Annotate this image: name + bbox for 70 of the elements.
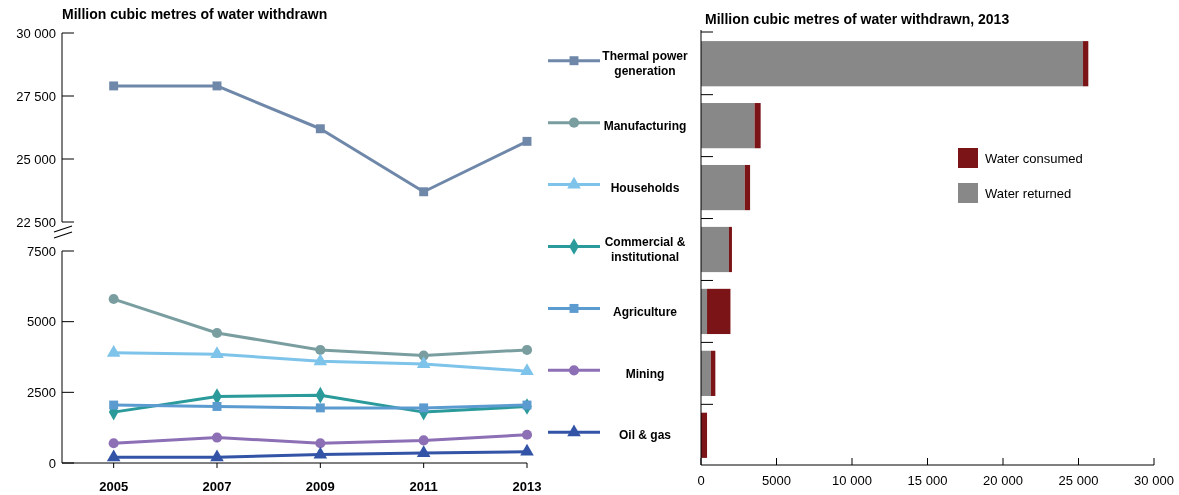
y-tick-label: Mining — [625, 366, 665, 381]
point — [521, 429, 533, 440]
y-tick-label: 27 500 — [16, 88, 56, 104]
point — [416, 356, 431, 368]
point — [313, 446, 328, 459]
x-tick-label: 5000 — [762, 473, 791, 488]
point — [109, 81, 119, 91]
point — [313, 353, 328, 366]
x-tick-label: 2005 — [99, 479, 129, 494]
y-tick-label: Manufacturing — [603, 118, 687, 133]
y-tick-label: Oil & gas — [618, 428, 672, 443]
point — [315, 403, 325, 413]
point — [106, 449, 121, 462]
point — [109, 400, 119, 410]
chart-title: Million cubic metres of water withdrawn, 2013 — [705, 11, 1010, 27]
x-tick-label: 30 000 — [1134, 473, 1174, 488]
y-tick-label: 25 000 — [16, 151, 56, 167]
point — [212, 81, 222, 91]
point — [315, 438, 326, 449]
point — [522, 400, 532, 410]
point — [520, 363, 534, 376]
x-tick-label: 10 000 — [832, 473, 872, 488]
y-tick-label: Households — [610, 180, 680, 195]
point — [419, 187, 429, 197]
x-tick-label: 2013 — [512, 479, 542, 494]
y-tick-label: Thermal power generation — [602, 49, 688, 79]
y-tick-label: 5000 — [27, 314, 56, 330]
chart-title: Million cubic metres of water withdrawn — [62, 6, 328, 22]
legend-label: Water returned — [985, 185, 1072, 201]
y-tick-label: 0 — [48, 455, 56, 471]
y-tick-label: 30 000 — [16, 25, 56, 41]
x-tick-label: 15 000 — [907, 473, 948, 488]
x-tick-label: 2009 — [305, 479, 335, 494]
x-tick-label: 2011 — [409, 479, 438, 494]
point — [418, 435, 429, 446]
legend-label: Water consumed — [985, 150, 1083, 166]
x-tick-label: 25 000 — [1058, 473, 1099, 488]
bar — [701, 350, 711, 396]
bar — [1083, 41, 1089, 87]
point — [210, 346, 224, 359]
point — [211, 432, 223, 443]
bar — [701, 164, 745, 211]
bar — [707, 288, 731, 335]
point — [211, 327, 223, 339]
point — [315, 344, 326, 355]
point — [521, 344, 533, 355]
bar — [701, 41, 1084, 87]
bar — [744, 164, 751, 211]
y-tick-label: Agriculture — [612, 304, 678, 319]
point — [108, 294, 119, 305]
bar — [728, 226, 732, 273]
x-tick-label: 2007 — [202, 479, 232, 494]
bar — [701, 103, 755, 149]
point — [210, 449, 224, 462]
point — [416, 445, 431, 458]
point — [520, 443, 534, 456]
x-tick-label: 0 — [697, 473, 705, 488]
point — [315, 124, 325, 134]
point — [108, 438, 119, 449]
y-tick-label: 22 500 — [16, 214, 56, 230]
point — [212, 401, 222, 411]
y-tick-label: 7500 — [27, 243, 56, 259]
bar — [701, 226, 729, 273]
y-tick-label: 2500 — [27, 384, 56, 400]
point — [419, 403, 429, 413]
point — [522, 136, 532, 146]
y-tick-label: Commercial & institutional — [604, 235, 686, 265]
bar — [754, 103, 761, 149]
x-tick-label: 20 000 — [983, 473, 1023, 488]
point — [106, 344, 121, 357]
